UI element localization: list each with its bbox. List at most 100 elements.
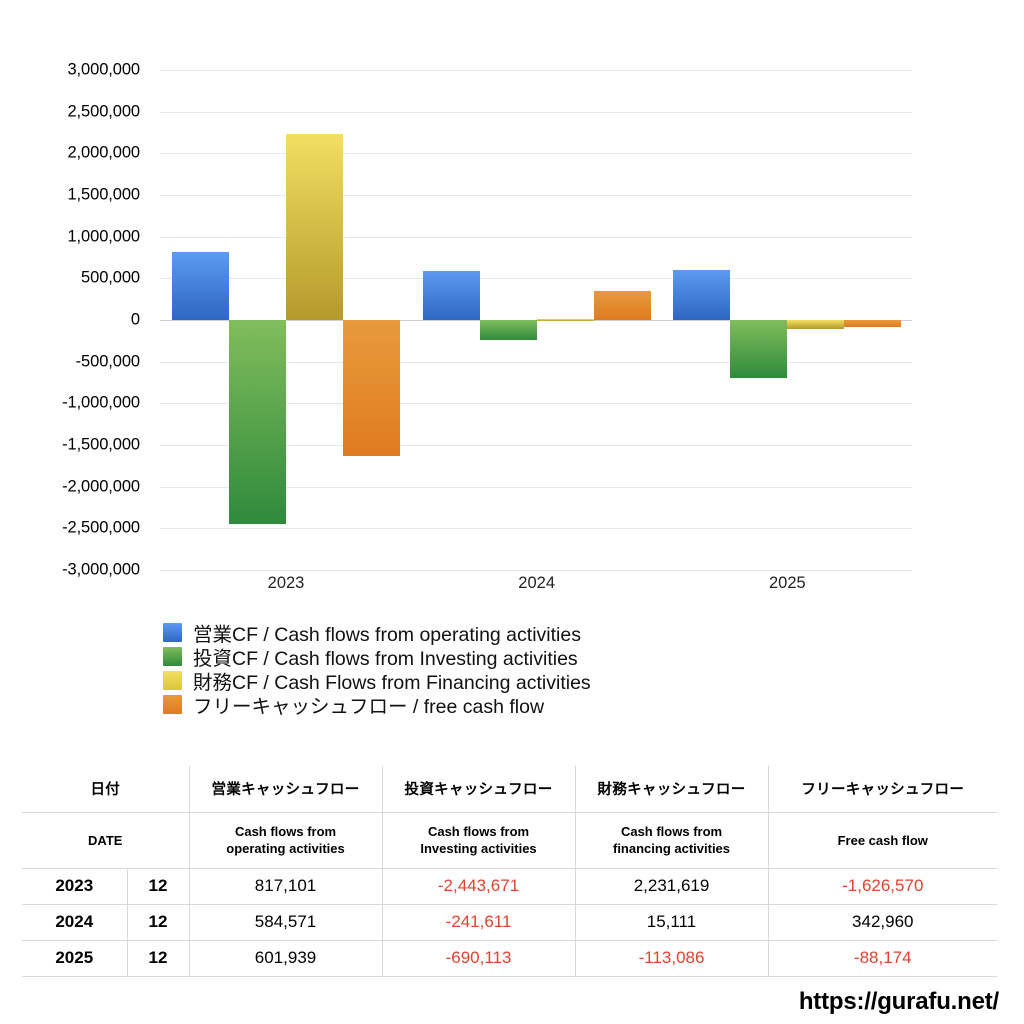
table-row: 2024 12 584,571 -241,611 15,111 342,960 bbox=[22, 903, 998, 941]
th-financing-ja: 財務キャッシュフロー bbox=[574, 766, 769, 813]
cashflow-table-wrap: 日付 営業キャッシュフロー 投資キャッシュフロー 財務キャッシュフロー フリーキ… bbox=[22, 766, 998, 977]
table-row: 2025 12 601,939 -690,113 -113,086 -88,174 bbox=[22, 939, 998, 977]
y-tick-label: 1,500,000 bbox=[67, 185, 140, 204]
gridline bbox=[160, 403, 912, 405]
plot-area bbox=[160, 70, 912, 571]
cell-financing: 15,111 bbox=[574, 903, 769, 941]
bar-2023-series3[interactable] bbox=[343, 320, 400, 456]
legend-item-0[interactable]: 営業CF / Cash flows from operating activit… bbox=[163, 620, 591, 646]
th-operating-en-l2: operating activities bbox=[226, 841, 345, 856]
bar-2023-series1[interactable] bbox=[229, 320, 286, 524]
y-tick-label: -3,000,000 bbox=[62, 560, 140, 579]
cell-financing: 2,231,619 bbox=[574, 867, 769, 905]
gridline bbox=[160, 70, 912, 71]
gridline bbox=[160, 111, 912, 113]
th-financing-en: Cash flows from financing activities bbox=[574, 811, 769, 869]
th-free-en: Free cash flow bbox=[767, 811, 998, 869]
cell-operating: 584,571 bbox=[188, 903, 383, 941]
legend-item-3[interactable]: フリーキャッシュフロー / free cash flow bbox=[163, 692, 591, 718]
legend-label-3: フリーキャッシュフロー / free cash flow bbox=[193, 695, 545, 718]
th-free-ja: フリーキャッシュフロー bbox=[767, 766, 998, 813]
legend-item-1[interactable]: 投資CF / Cash flows from Investing activit… bbox=[163, 644, 591, 670]
legend-label-2: 財務CF / Cash Flows from Financing activit… bbox=[193, 671, 591, 694]
bar-2024-series1[interactable] bbox=[479, 320, 537, 341]
cashflow-table: 日付 営業キャッシュフロー 投資キャッシュフロー 財務キャッシュフロー フリーキ… bbox=[22, 766, 998, 977]
bar-2024-series2[interactable] bbox=[536, 318, 594, 322]
th-date-ja: 日付 bbox=[22, 766, 190, 813]
blue-swatch bbox=[163, 622, 182, 642]
legend-label-0: 営業CF / Cash flows from operating activit… bbox=[193, 623, 581, 646]
cell-free: -88,174 bbox=[767, 939, 998, 977]
y-axis-labels: 3,000,000 2,500,000 2,000,000 1,500,000 1,00… bbox=[0, 61, 152, 579]
gridline bbox=[160, 153, 912, 155]
cashflow-table-body: 2023 12 817,101 -2,443,671 2,231,619 -1,626,5… bbox=[22, 867, 998, 977]
x-axis-labels: 2023 2024 2025 bbox=[160, 574, 912, 604]
bar-2025-series0[interactable] bbox=[673, 269, 731, 320]
gridline bbox=[160, 361, 912, 363]
bar-2023-series0[interactable] bbox=[172, 251, 229, 320]
th-investing-ja: 投資キャッシュフロー bbox=[381, 766, 576, 813]
gridline bbox=[160, 445, 912, 446]
table-header-row-ja: 日付 営業キャッシュフロー 投資キャッシュフロー 財務キャッシュフロー フリーキ… bbox=[22, 766, 998, 813]
y-tick-label: -2,000,000 bbox=[62, 477, 140, 496]
table-header-row-en: DATE Cash flows from operating activities… bbox=[22, 811, 998, 869]
x-tick-label-2024: 2024 bbox=[518, 574, 556, 592]
green-swatch bbox=[163, 646, 182, 666]
y-tick-label: -500,000 bbox=[75, 352, 140, 371]
bar-2024-series3[interactable] bbox=[593, 291, 651, 320]
bar-2025-series1[interactable] bbox=[730, 320, 788, 378]
cell-investing: -2,443,671 bbox=[381, 867, 576, 905]
x-tick-label-2025: 2025 bbox=[768, 574, 806, 592]
y-tick-label: 500,000 bbox=[81, 268, 140, 287]
cell-year: 2025 bbox=[22, 939, 128, 977]
y-tick-label: -2,500,000 bbox=[62, 518, 140, 537]
table-row: 2023 12 817,101 -2,443,671 2,231,619 -1,626,5… bbox=[22, 867, 998, 905]
gridline bbox=[160, 570, 912, 571]
th-investing-en-l1: Cash flows from bbox=[427, 824, 530, 839]
x-tick-label-2023: 2023 bbox=[267, 574, 305, 592]
gridline bbox=[160, 236, 912, 238]
cell-year: 2023 bbox=[22, 867, 128, 905]
bar-2025-series2[interactable] bbox=[787, 320, 845, 330]
bar-2025-series3[interactable] bbox=[844, 320, 902, 328]
cell-month: 12 bbox=[126, 939, 190, 977]
th-operating-en-l1: Cash flows from bbox=[234, 824, 337, 839]
y-tick-label: 1,000,000 bbox=[67, 227, 140, 246]
th-financing-en-l2: financing activities bbox=[612, 841, 731, 856]
th-date-en: DATE bbox=[22, 811, 190, 869]
cell-operating: 601,939 bbox=[188, 939, 383, 977]
gridline bbox=[160, 278, 912, 280]
y-tick-label: 0 bbox=[130, 310, 140, 329]
cell-free: 342,960 bbox=[767, 903, 998, 941]
legend-label-1: 投資CF / Cash flows from Investing activit… bbox=[193, 647, 578, 670]
y-tick-label: 3,000,000 bbox=[67, 60, 140, 79]
orange-swatch bbox=[163, 694, 182, 714]
bar-2023-series2[interactable] bbox=[286, 134, 343, 320]
gridline bbox=[160, 195, 912, 196]
th-investing-en-l2: Investing activities bbox=[420, 841, 537, 856]
th-free-en-l1: Free cash flow bbox=[837, 832, 928, 848]
legend-item-2[interactable]: 財務CF / Cash Flows from Financing activit… bbox=[163, 668, 591, 694]
cell-investing: -241,611 bbox=[381, 903, 576, 941]
y-tick-label: -1,000,000 bbox=[62, 393, 140, 412]
th-financing-en-l1: Cash flows from bbox=[620, 824, 723, 839]
cell-free: -1,626,570 bbox=[767, 867, 998, 905]
y-tick-label: 2,500,000 bbox=[67, 102, 140, 121]
th-date-en-l1: DATE bbox=[88, 832, 123, 848]
cell-investing: -690,113 bbox=[381, 939, 576, 977]
cell-month: 12 bbox=[126, 867, 190, 905]
yellow-swatch bbox=[163, 670, 182, 690]
th-operating-en: Cash flows from operating activities bbox=[188, 811, 383, 869]
bar-2024-series0[interactable] bbox=[422, 271, 480, 320]
site-url: https://gurafu.net/ bbox=[798, 988, 999, 1015]
gridline bbox=[160, 486, 912, 488]
th-operating-ja: 営業キャッシュフロー bbox=[188, 766, 383, 813]
cashflow-bar-chart: 3,000,000 2,500,000 2,000,000 1,500,000 1,00… bbox=[0, 61, 912, 604]
cell-year: 2024 bbox=[22, 903, 128, 941]
cell-financing: -113,086 bbox=[574, 939, 769, 977]
cell-month: 12 bbox=[126, 903, 190, 941]
cell-operating: 817,101 bbox=[188, 867, 383, 905]
chart-legend: 営業CF / Cash flows from operating activit… bbox=[163, 620, 591, 718]
y-tick-label: -1,500,000 bbox=[62, 435, 140, 454]
